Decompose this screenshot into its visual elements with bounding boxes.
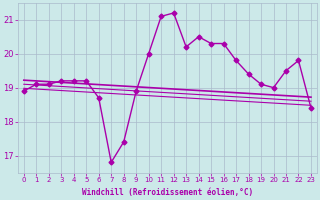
X-axis label: Windchill (Refroidissement éolien,°C): Windchill (Refroidissement éolien,°C)	[82, 188, 253, 197]
